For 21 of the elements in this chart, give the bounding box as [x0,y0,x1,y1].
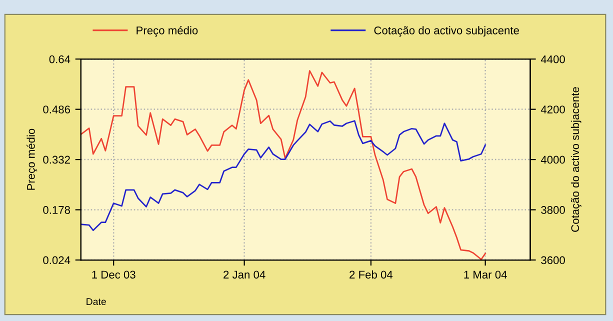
y2-tick-label: 3600 [541,256,565,264]
x-tick-label: 1 Mar 04 [464,270,507,279]
legend-label: Preço médio [136,26,198,37]
line-series [80,120,486,232]
text: Date [86,298,106,306]
y-tick-label: 0.486 [43,106,70,114]
y2-tick-label: 4400 [540,55,565,64]
y-tick-label: 0.332 [43,156,70,164]
legend-label: Cotação do activo subjacente [374,26,519,37]
y-tick-label: 0.64 [49,55,70,64]
y2-tick-label: 4200 [540,106,565,114]
y-tick-label: 0.024 [43,256,70,264]
y2-axis-title: Cotação do activo subjacente [570,87,582,232]
y2-tick-label: 3800 [541,206,565,214]
y2-tick-label: 4000 [540,156,565,164]
x-tick-label: 2 Feb 04 [350,270,393,279]
x-tick-label: 1 Dec 03 [92,270,136,279]
y-axis-title: Preço médio [26,128,38,190]
x-tick-label: 2 Jan 04 [224,270,266,279]
line-series [80,70,486,260]
y-tick-label: 0.178 [43,206,70,214]
